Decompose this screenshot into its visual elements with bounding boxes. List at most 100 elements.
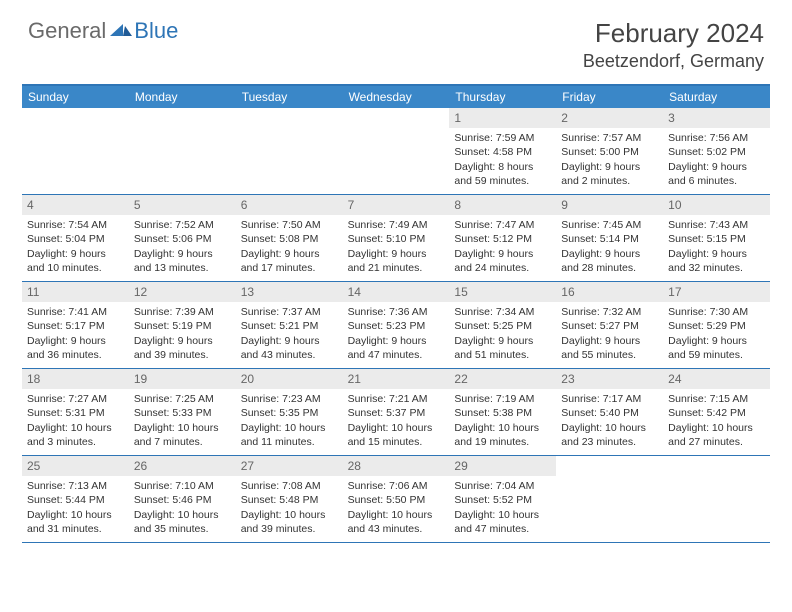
day-cell: 3Sunrise: 7:56 AMSunset: 5:02 PMDaylight… [663,108,770,194]
day-info-line: Sunrise: 7:47 AM [454,218,551,232]
day-cell: 18Sunrise: 7:27 AMSunset: 5:31 PMDayligh… [22,369,129,455]
day-number: 29 [449,456,556,476]
day-info-line: and 35 minutes. [134,522,231,536]
day-info-line: and 55 minutes. [561,348,658,362]
day-number: 4 [22,195,129,215]
day-info-line: Sunset: 5:02 PM [668,145,765,159]
day-info-line: and 6 minutes. [668,174,765,188]
day-info-line: Daylight: 10 hours [134,421,231,435]
day-info-line: Daylight: 10 hours [348,508,445,522]
day-number: 7 [343,195,450,215]
day-cell: 2Sunrise: 7:57 AMSunset: 5:00 PMDaylight… [556,108,663,194]
day-cell: 15Sunrise: 7:34 AMSunset: 5:25 PMDayligh… [449,282,556,368]
day-number: 1 [449,108,556,128]
day-cell: 21Sunrise: 7:21 AMSunset: 5:37 PMDayligh… [343,369,450,455]
day-number: 12 [129,282,236,302]
day-info-line: Sunset: 5:21 PM [241,319,338,333]
day-info-line: Sunrise: 7:30 AM [668,305,765,319]
day-number: 14 [343,282,450,302]
day-info-line: and 47 minutes. [348,348,445,362]
day-info-line: Sunrise: 7:36 AM [348,305,445,319]
day-number: 28 [343,456,450,476]
day-info-line: Daylight: 9 hours [348,334,445,348]
day-info-line: Daylight: 10 hours [241,508,338,522]
day-info-line: Sunset: 5:42 PM [668,406,765,420]
day-info-line: Daylight: 10 hours [668,421,765,435]
day-info-line: and 28 minutes. [561,261,658,275]
weekday-header: Monday [129,86,236,108]
day-info-line: Sunrise: 7:21 AM [348,392,445,406]
day-number: 16 [556,282,663,302]
month-title: February 2024 [583,18,764,49]
day-info-line: Sunrise: 7:17 AM [561,392,658,406]
day-cell: 7Sunrise: 7:49 AMSunset: 5:10 PMDaylight… [343,195,450,281]
day-cell: 6Sunrise: 7:50 AMSunset: 5:08 PMDaylight… [236,195,343,281]
day-cell: 16Sunrise: 7:32 AMSunset: 5:27 PMDayligh… [556,282,663,368]
day-info-line: Sunset: 5:04 PM [27,232,124,246]
day-info-line: and 23 minutes. [561,435,658,449]
day-cell: 22Sunrise: 7:19 AMSunset: 5:38 PMDayligh… [449,369,556,455]
day-info-line: Sunset: 4:58 PM [454,145,551,159]
day-info-line: Sunset: 5:38 PM [454,406,551,420]
day-info-line: Sunset: 5:14 PM [561,232,658,246]
day-info-line: Sunrise: 7:41 AM [27,305,124,319]
location: Beetzendorf, Germany [583,51,764,72]
day-info-line: Sunrise: 7:25 AM [134,392,231,406]
day-info-line: Daylight: 9 hours [561,247,658,261]
logo-text-blue: Blue [134,18,178,44]
day-info-line: Daylight: 9 hours [27,334,124,348]
day-info-line: Daylight: 10 hours [454,508,551,522]
day-info-line: Daylight: 9 hours [241,247,338,261]
day-info-line: Daylight: 10 hours [454,421,551,435]
day-info-line: Sunset: 5:40 PM [561,406,658,420]
day-cell: 12Sunrise: 7:39 AMSunset: 5:19 PMDayligh… [129,282,236,368]
day-cell: 11Sunrise: 7:41 AMSunset: 5:17 PMDayligh… [22,282,129,368]
day-number: 19 [129,369,236,389]
day-info-line: Daylight: 9 hours [27,247,124,261]
day-info-line: Sunrise: 7:08 AM [241,479,338,493]
day-info-line: Sunrise: 7:06 AM [348,479,445,493]
day-info-line: Sunrise: 7:49 AM [348,218,445,232]
day-info-line: and 13 minutes. [134,261,231,275]
day-info-line: Sunset: 5:33 PM [134,406,231,420]
day-cell: 27 Sunrise: 7:08 AMSunset: 5:48 PMDayligh… [236,456,343,542]
weekday-header-row: SundayMondayTuesdayWednesdayThursdayFrid… [22,86,770,108]
day-info-line: Daylight: 9 hours [668,247,765,261]
day-cell: 1Sunrise: 7:59 AMSunset: 4:58 PMDaylight… [449,108,556,194]
day-info-line: and 51 minutes. [454,348,551,362]
day-info-line: Daylight: 9 hours [668,334,765,348]
day-info-line: Sunrise: 7:23 AM [241,392,338,406]
day-cell [22,108,129,194]
day-number: 22 [449,369,556,389]
day-info-line: Sunrise: 7:13 AM [27,479,124,493]
day-info-line: and 11 minutes. [241,435,338,449]
day-cell: 10Sunrise: 7:43 AMSunset: 5:15 PMDayligh… [663,195,770,281]
day-info-line: and 32 minutes. [668,261,765,275]
logo: General Blue [28,18,178,44]
weekday-header: Saturday [663,86,770,108]
day-cell [663,456,770,542]
day-info-line: Sunrise: 7:52 AM [134,218,231,232]
day-number: 21 [343,369,450,389]
day-info-line: and 47 minutes. [454,522,551,536]
day-info-line: and 2 minutes. [561,174,658,188]
day-info-line: Sunset: 5:48 PM [241,493,338,507]
day-number: 27 [236,456,343,476]
day-info-line: and 43 minutes. [348,522,445,536]
day-info-line: Sunset: 5:15 PM [668,232,765,246]
day-info-line: and 15 minutes. [348,435,445,449]
title-block: February 2024 Beetzendorf, Germany [583,18,764,72]
day-info-line: and 39 minutes. [134,348,231,362]
weekday-header: Sunday [22,86,129,108]
day-info-line: Sunset: 5:35 PM [241,406,338,420]
day-number: 25 [22,456,129,476]
day-info-line: Sunrise: 7:04 AM [454,479,551,493]
day-number: 20 [236,369,343,389]
day-info-line: Daylight: 10 hours [561,421,658,435]
day-cell: 9Sunrise: 7:45 AMSunset: 5:14 PMDaylight… [556,195,663,281]
day-number: 23 [556,369,663,389]
day-info-line: and 59 minutes. [668,348,765,362]
day-cell: 13Sunrise: 7:37 AMSunset: 5:21 PMDayligh… [236,282,343,368]
week-row: 4Sunrise: 7:54 AMSunset: 5:04 PMDaylight… [22,195,770,282]
day-info-line: Sunset: 5:29 PM [668,319,765,333]
